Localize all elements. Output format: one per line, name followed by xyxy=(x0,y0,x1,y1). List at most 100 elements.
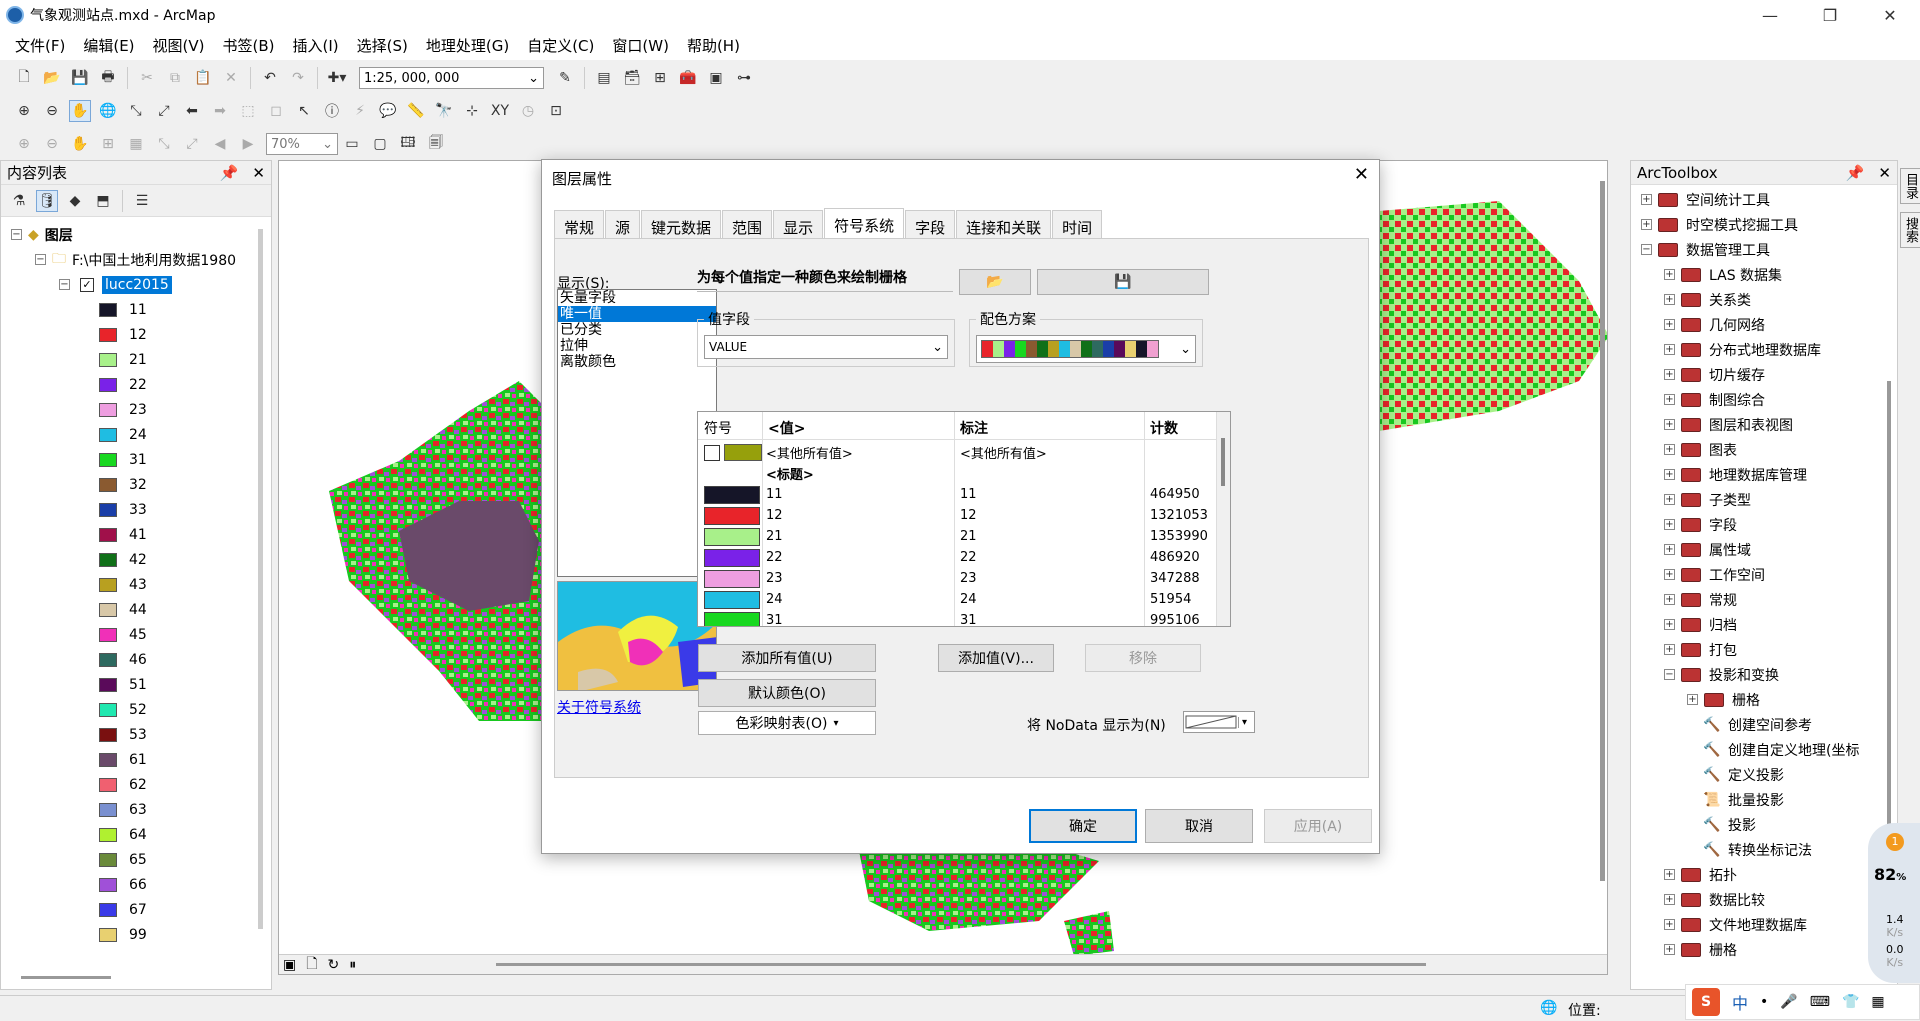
network-monitor-widget[interactable]: 1 82% 1.4 K/s 0.0 K/s xyxy=(1868,823,1920,983)
menu-geoprocessing[interactable]: 地理处理(G) xyxy=(425,36,510,55)
legend-item[interactable]: 51 xyxy=(99,672,147,697)
cut-icon[interactable]: ✂ xyxy=(141,70,153,86)
dialog-close-button[interactable]: ✕ xyxy=(1353,164,1369,185)
legend-swatch[interactable] xyxy=(99,427,117,442)
save-icon[interactable]: 💾 xyxy=(71,70,89,86)
minimize-button[interactable]: — xyxy=(1762,5,1778,25)
legend-item[interactable]: 64 xyxy=(99,822,147,847)
grid-row[interactable]: 12 12 1321053 xyxy=(698,505,1230,526)
select-elements-icon[interactable]: ↖ xyxy=(298,103,310,119)
legend-item[interactable]: 44 xyxy=(99,597,147,622)
expand-icon[interactable]: + xyxy=(1664,869,1675,880)
next-extent-layout-icon[interactable]: ▶ xyxy=(242,136,254,152)
tab-symbology[interactable]: 符号系统 xyxy=(824,208,905,242)
python-window-icon[interactable]: ▣ xyxy=(709,70,723,86)
find-icon[interactable]: 🔭 xyxy=(435,103,453,119)
layout-view-icon[interactable]: 🗋 xyxy=(306,955,318,972)
toolbox-item[interactable]: + 地理数据库管理 xyxy=(1664,462,1807,487)
layout-zoom-combo[interactable]: 70% ⌄ xyxy=(266,133,338,155)
expand-icon[interactable]: + xyxy=(1664,519,1675,530)
map-scale-combo[interactable]: 1:25, 000, 000 ⌄ xyxy=(359,67,544,89)
legend-item[interactable]: 66 xyxy=(99,872,147,897)
colormap-dropdown[interactable]: 色彩映射表(O) ▾ xyxy=(698,711,876,735)
ime-toolbar[interactable]: S 中 • 🎤 ⌨ 👕 ▦ xyxy=(1685,984,1920,1020)
legend-item[interactable]: 42 xyxy=(99,547,147,572)
open-icon[interactable]: 📂 xyxy=(43,70,61,86)
expand-icon[interactable]: + xyxy=(1664,919,1675,930)
toc-options-icon[interactable]: ☰ xyxy=(135,192,149,209)
toolbox-item[interactable]: + 归档 xyxy=(1664,612,1737,637)
legend-swatch[interactable] xyxy=(99,577,117,592)
find-route-icon[interactable]: ⊹ xyxy=(466,103,478,119)
layout-zoom-out-icon[interactable]: ⊖ xyxy=(46,136,58,152)
toolbox-item[interactable]: + 文件地理数据库 xyxy=(1664,912,1807,937)
toolbox-item[interactable]: + 切片缓存 xyxy=(1664,362,1765,387)
legend-item[interactable]: 62 xyxy=(99,772,147,797)
toolbox-item[interactable]: − 投影和变换 xyxy=(1664,662,1779,687)
collapse-icon[interactable]: − xyxy=(11,229,22,240)
grid-row[interactable]: 21 21 1353990 xyxy=(698,526,1230,547)
expand-icon[interactable]: + xyxy=(1641,219,1652,230)
expand-icon[interactable]: + xyxy=(1664,469,1675,480)
forward-extent-icon[interactable]: ➡ xyxy=(214,103,226,119)
change-layout-icon[interactable]: 🖽 xyxy=(400,135,416,151)
maximize-button[interactable]: ❐ xyxy=(1822,5,1838,25)
collapse-icon[interactable]: − xyxy=(1664,669,1675,680)
html-popup-icon[interactable]: 💬 xyxy=(379,103,397,119)
others-symbol[interactable] xyxy=(724,444,762,461)
expand-icon[interactable]: + xyxy=(1664,344,1675,355)
add-values-button[interactable]: 添加值(V)... xyxy=(938,644,1054,672)
grid-row[interactable]: 11 11 464950 xyxy=(698,484,1230,505)
expand-icon[interactable]: + xyxy=(1664,269,1675,280)
expand-icon[interactable]: + xyxy=(1664,369,1675,380)
legend-swatch[interactable] xyxy=(99,927,117,942)
toolbox-item[interactable]: + 时空模式挖掘工具 xyxy=(1641,212,1798,237)
go-to-xy-icon[interactable]: XY xyxy=(490,103,510,119)
expand-icon[interactable]: + xyxy=(1664,619,1675,630)
expand-icon[interactable]: + xyxy=(1664,394,1675,405)
pin-icon[interactable]: 📌 xyxy=(1845,163,1865,182)
header-count[interactable]: 计数 xyxy=(1150,421,1178,437)
toc-layer-row[interactable]: − ✓ lucc2015 xyxy=(59,272,172,297)
zoom-whole-page-icon[interactable]: ⊞ xyxy=(102,136,114,152)
legend-swatch[interactable] xyxy=(99,627,117,642)
map-vertical-scrollbar[interactable] xyxy=(1600,181,1605,881)
map-horizontal-scrollbar[interactable] xyxy=(496,963,1427,966)
legend-item[interactable]: 23 xyxy=(99,397,147,422)
legend-swatch[interactable] xyxy=(99,752,117,767)
arctoolbox-icon[interactable]: 🧰 xyxy=(679,70,697,86)
toolbox-item[interactable]: 🔨 创建空间参考 xyxy=(1687,712,1812,737)
pan-icon[interactable]: ✋ xyxy=(69,100,91,122)
table-of-contents-icon[interactable]: ▤ xyxy=(597,70,611,86)
fixed-zoom-out-layout-icon[interactable]: ⤢ xyxy=(186,136,198,152)
legend-item[interactable]: 67 xyxy=(99,897,147,922)
legend-swatch[interactable] xyxy=(99,452,117,467)
toc-vertical-scrollbar[interactable] xyxy=(258,229,263,929)
search-tab[interactable]: 搜索 xyxy=(1900,212,1920,248)
list-by-drawing-order-icon[interactable]: ⚗ xyxy=(12,192,26,209)
toolbox-item[interactable]: + 关系类 xyxy=(1664,287,1751,312)
toolbox-vertical-scrollbar[interactable] xyxy=(1887,381,1891,871)
value-symbol[interactable] xyxy=(704,527,760,546)
catalog-icon[interactable]: 🗃 xyxy=(623,70,641,86)
toolbox-grid-icon[interactable]: ▦ xyxy=(1871,994,1885,1010)
legend-item[interactable]: 43 xyxy=(99,572,147,597)
toolbox-item[interactable]: − 数据管理工具 xyxy=(1641,237,1770,262)
zoom-100-icon[interactable]: ▦ xyxy=(129,136,143,152)
expand-icon[interactable]: + xyxy=(1664,444,1675,455)
value-symbol[interactable] xyxy=(704,506,760,525)
collapse-icon[interactable]: − xyxy=(59,279,70,290)
list-by-source-icon[interactable]: 🛢 xyxy=(36,189,58,212)
expand-icon[interactable]: + xyxy=(1641,194,1652,205)
expand-icon[interactable]: + xyxy=(1664,319,1675,330)
toc-horizontal-scrollbar[interactable] xyxy=(21,976,111,979)
menu-customize[interactable]: 自定义(C) xyxy=(527,36,595,55)
collapse-icon[interactable]: − xyxy=(35,254,46,265)
toolbox-item[interactable]: 🔨 创建自定义地理(坐标 xyxy=(1687,737,1859,762)
expand-icon[interactable]: + xyxy=(1687,694,1698,705)
value-field-select[interactable]: VALUE ⌄ xyxy=(704,335,948,359)
full-extent-icon[interactable]: 🌐 xyxy=(99,103,117,119)
identify-icon[interactable]: ⓘ xyxy=(325,104,339,120)
nodata-color-picker[interactable]: ▾ xyxy=(1183,711,1255,733)
grid-row[interactable]: 24 24 51954 xyxy=(698,589,1230,610)
